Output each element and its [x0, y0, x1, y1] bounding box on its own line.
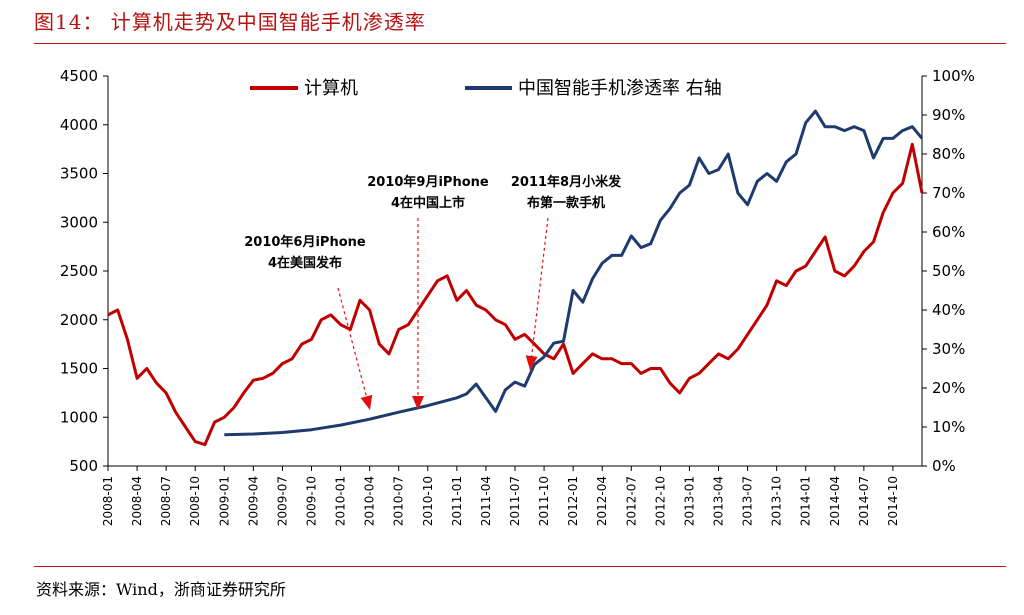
right-tick-label: 90% [932, 106, 965, 124]
x-tick-label: 2012-07 [624, 476, 638, 526]
x-tick-label: 2013-07 [741, 476, 755, 526]
x-tick-label: 2014-04 [828, 476, 842, 526]
left-tick-label: 3000 [60, 213, 98, 231]
right-tick-label: 30% [932, 340, 965, 358]
penetration-series-line [224, 109, 924, 437]
x-tick-label: 2011-10 [537, 476, 551, 526]
annotation-text: 2011年8月小米发 [511, 174, 622, 190]
figure-title: 图14： 计算机走势及中国智能手机渗透率 [34, 10, 426, 34]
x-tick-label: 2010-07 [392, 476, 406, 526]
annotation-layer: 2010年6月iPhone 4在美国发布 2010年9月iPhone 4在中国上市 20… [244, 174, 622, 411]
right-tick-label: 0% [932, 457, 956, 475]
x-tick-label: 2009-04 [246, 476, 260, 526]
x-tick-label: 2010-01 [334, 476, 348, 526]
annotation-text: 布第一款手机 [527, 195, 605, 211]
x-tick-label: 2014-10 [886, 476, 900, 526]
right-tick-label: 100% [932, 67, 975, 85]
chart-axes: 500 1000 1500 2000 2500 3000 3500 4000 4500 0% 10%… [60, 67, 975, 526]
left-tick-label: 2500 [60, 262, 98, 280]
x-tick-label: 2013-10 [770, 476, 784, 526]
left-tick-label: 3500 [60, 165, 98, 183]
annotation-text: 2010年6月iPhone [244, 234, 366, 250]
x-tick-label: 2012-10 [653, 476, 667, 526]
x-tick-label: 2013-01 [682, 476, 696, 526]
left-tick-label: 1000 [60, 408, 98, 426]
left-tick-label: 2000 [60, 311, 98, 329]
x-tick-label: 2013-04 [712, 476, 726, 526]
x-tick-label: 2011-01 [450, 476, 464, 526]
annotation-arrowhead [525, 355, 538, 370]
right-tick-label: 60% [932, 223, 965, 241]
left-tick-label: 500 [69, 457, 98, 475]
computer-series-line [107, 142, 924, 447]
x-tick-label: 2014-07 [857, 476, 871, 526]
x-tick-label: 2009-07 [275, 476, 289, 526]
annotation-arrowhead [412, 396, 424, 410]
x-tick-label: 2009-10 [305, 476, 319, 526]
annotation-text: 2010年9月iPhone [367, 174, 489, 190]
annotation-text: 4在美国发布 [268, 255, 342, 271]
x-tick-label: 2012-04 [595, 476, 609, 526]
x-tick-label: 2008-10 [188, 476, 202, 526]
annotation-leader [529, 217, 549, 371]
legend-label: 计算机 [304, 78, 358, 99]
x-tick-label: 2014-01 [799, 476, 813, 526]
title-divider [34, 43, 1006, 44]
legend-label: 中国智能手机渗透率 右轴 [518, 78, 722, 99]
x-tick-label: 2009-01 [217, 476, 231, 526]
left-tick-label: 4500 [60, 67, 98, 85]
legend: 计算机 中国智能手机渗透率 右轴 [250, 78, 722, 99]
footer-divider [34, 566, 1006, 567]
line-chart: 500 1000 1500 2000 2500 3000 3500 4000 4500 0% 10%… [60, 67, 975, 526]
x-tick-label: 2008-07 [159, 476, 173, 526]
right-tick-label: 40% [932, 301, 965, 319]
source-note: 资料来源：Wind，浙商证券研究所 [36, 580, 286, 599]
series-layer [107, 109, 924, 447]
x-tick-label: 2008-01 [101, 476, 115, 526]
right-tick-label: 10% [932, 418, 965, 436]
right-tick-label: 70% [932, 184, 965, 202]
x-tick-label: 2010-10 [421, 476, 435, 526]
annotation-text: 4在中国上市 [391, 195, 465, 211]
right-tick-label: 20% [932, 379, 965, 397]
x-tick-label: 2011-04 [479, 476, 493, 526]
left-tick-label: 4000 [60, 116, 98, 134]
x-tick-label: 2008-04 [130, 476, 144, 526]
right-tick-label: 80% [932, 145, 965, 163]
x-tick-label: 2012-01 [566, 476, 580, 526]
x-tick-label: 2010-04 [363, 476, 377, 526]
left-tick-label: 1500 [60, 360, 98, 378]
annotation-arrowhead [360, 394, 373, 410]
right-tick-label: 50% [932, 262, 965, 280]
x-tick-label: 2011-07 [508, 476, 522, 526]
